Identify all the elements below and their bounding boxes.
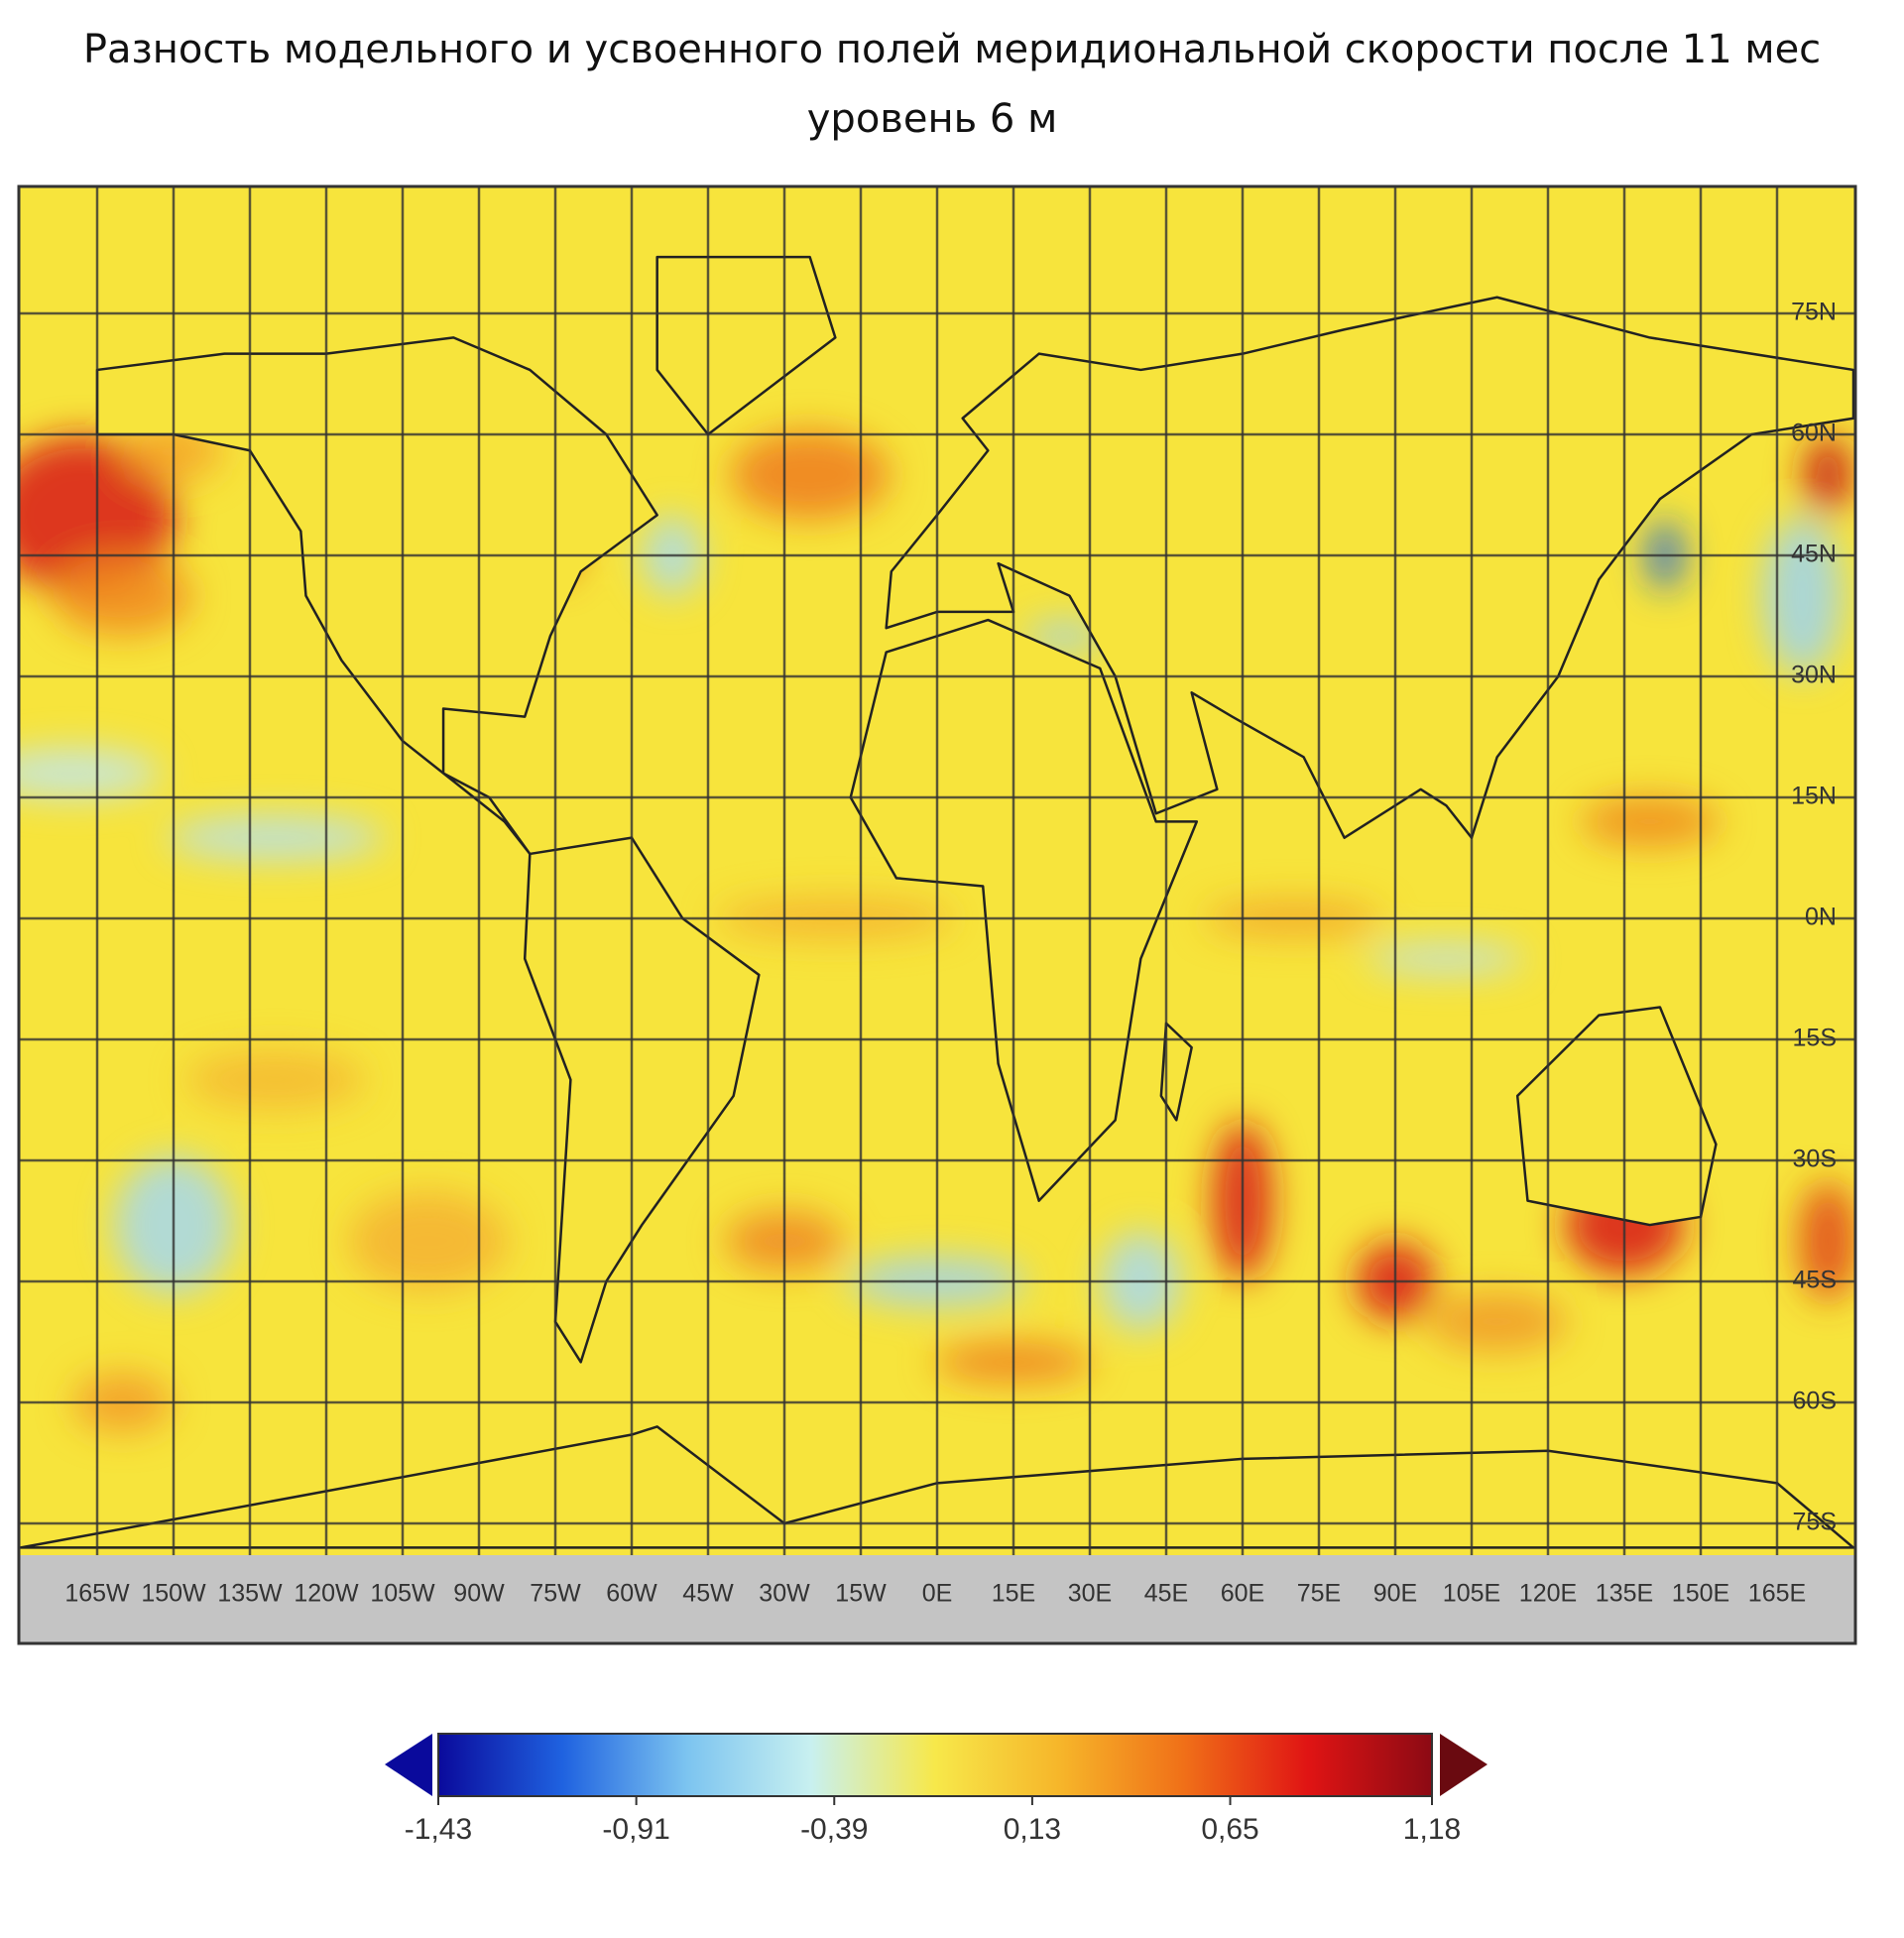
longitude-label: 90E [1373, 1580, 1417, 1608]
longitude-label: 120E [1519, 1580, 1577, 1608]
longitude-label: 0E [922, 1580, 953, 1608]
colorbar-tick-label: -1,43 [405, 1813, 472, 1846]
longitude-label: 90W [453, 1580, 505, 1608]
longitude-label: 45W [682, 1580, 734, 1608]
coastline [95, 336, 658, 856]
colorbar-scale [437, 1733, 1433, 1797]
latitude-label: 60S [1793, 1388, 1837, 1415]
longitude-label: 75E [1297, 1580, 1341, 1608]
latitude-label: 30S [1793, 1146, 1837, 1173]
longitude-label: 135E [1596, 1580, 1653, 1608]
latitude-label: 30N [1791, 662, 1837, 689]
subtitle: уровень 6 м [807, 96, 1058, 142]
map-field [19, 186, 1855, 1555]
longitude-label: 150W [141, 1580, 206, 1608]
latitude-label: 45N [1791, 541, 1837, 568]
anomaly [1580, 796, 1720, 847]
longitude-label: 60E [1221, 1580, 1264, 1608]
longitude-label: 75W [530, 1580, 581, 1608]
anomaly [1798, 1181, 1855, 1301]
latitude-label: 75N [1791, 299, 1837, 326]
anomaly [166, 815, 385, 860]
anomaly [53, 555, 192, 636]
colorbar-tick-label: 1,18 [1403, 1813, 1461, 1846]
colorbar-tick-label: 0,13 [1004, 1813, 1061, 1846]
anomaly [1367, 943, 1526, 974]
anomaly [348, 1191, 508, 1291]
longitude-label: 45E [1144, 1580, 1188, 1608]
title: Разность модельного и усвоенного полей м… [83, 27, 1821, 72]
latitude-label: 60N [1791, 420, 1837, 447]
longitude-label: 120W [294, 1580, 359, 1608]
longitude-label: 105W [370, 1580, 435, 1608]
colorbar-low-arrow [385, 1734, 432, 1796]
longitude-label: 135W [217, 1580, 283, 1608]
longitude-label: 15E [992, 1580, 1035, 1608]
longitude-label: 105E [1443, 1580, 1500, 1608]
longitude-label: 150E [1672, 1580, 1729, 1608]
colorbar-tick-label: -0,91 [602, 1813, 669, 1846]
label-strip [19, 1555, 1855, 1643]
latitude-label: 75S [1793, 1509, 1837, 1536]
longitude-label: 15W [835, 1580, 887, 1608]
colorbar: -1,43 -0,91 -0,39 0,13 0,65 1,18 [385, 1733, 1488, 1846]
longitude-label: 165E [1748, 1580, 1806, 1608]
longitude-label: 30W [759, 1580, 810, 1608]
coastline [523, 836, 761, 1364]
latitude-label: 0N [1805, 904, 1837, 931]
longitude-label: 60W [606, 1580, 657, 1608]
anomaly [185, 1049, 365, 1110]
colorbar-tick-label: -0,39 [800, 1813, 868, 1846]
longitude-label: 165W [64, 1580, 130, 1608]
longitude-label: 30E [1068, 1580, 1112, 1608]
latitude-label: 15N [1791, 783, 1837, 810]
axis-labels: 75N 60N 45N 30N 15N 0N 15S 30S 45S 60S 75S 165W 150W… [64, 299, 1837, 1608]
anomaly [730, 429, 890, 520]
latitude-label: 15S [1793, 1025, 1837, 1052]
colorbar-tick-label: 0,65 [1201, 1813, 1258, 1846]
colorbar-high-arrow [1440, 1734, 1488, 1796]
anomaly [19, 748, 162, 798]
map-frame [17, 184, 1857, 1645]
graticule [19, 186, 1855, 1555]
anomaly [1427, 1291, 1567, 1352]
anomaly [1803, 434, 1853, 515]
latitude-label: 45S [1793, 1267, 1837, 1294]
